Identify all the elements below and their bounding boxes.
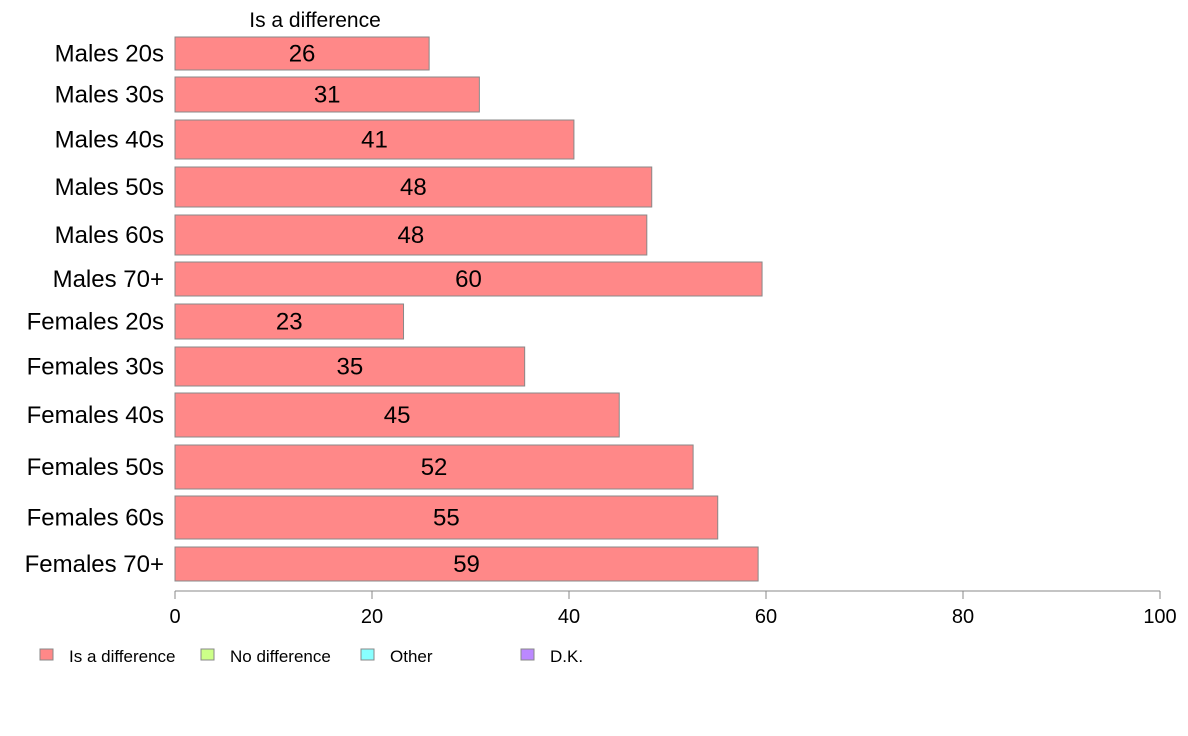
bar-value-label: 31 (314, 82, 341, 109)
bar (174, 76, 480, 113)
category-label: Males 60s (55, 222, 164, 249)
category-label: Males 40s (55, 127, 164, 154)
legend: Is a difference No difference Other D.K. (39, 647, 583, 666)
legend-label: Is a difference (69, 647, 175, 666)
category-label: Males 50s (55, 174, 164, 201)
x-tick-label: 20 (361, 606, 383, 628)
bar-value-label: 48 (400, 174, 427, 201)
bar (174, 346, 526, 387)
bar-value-label: 60 (455, 266, 482, 293)
category-label: Males 70+ (53, 266, 164, 293)
bars: 26 31 41 48 48 60 23 35 45 52 55 59 (174, 36, 763, 582)
category-label: Females 70+ (25, 551, 164, 578)
legend-swatch (200, 648, 215, 661)
series-heading: Is a difference (249, 9, 381, 32)
x-tick-label: 80 (952, 606, 974, 628)
bar-value-label: 45 (384, 402, 411, 429)
category-label: Females 20s (27, 309, 164, 336)
category-label: Males 20s (55, 41, 164, 68)
bar (174, 392, 620, 438)
bar-value-label: 52 (421, 454, 448, 481)
legend-swatch (520, 648, 535, 661)
legend-swatch (39, 648, 54, 661)
legend-label: Other (390, 647, 433, 666)
legend-swatch (360, 648, 375, 661)
bar-value-label: 35 (336, 354, 363, 381)
bar-value-label: 55 (433, 505, 460, 532)
bar-value-label: 59 (453, 551, 480, 578)
legend-label: No difference (230, 647, 331, 666)
bar-value-label: 23 (276, 309, 303, 336)
bar-value-label: 48 (398, 222, 425, 249)
x-axis: 0 20 40 60 80 100 (169, 590, 1177, 628)
bar-value-label: 26 (289, 41, 316, 68)
x-tick-label: 0 (169, 606, 180, 628)
bar (174, 119, 575, 160)
bar (174, 303, 405, 340)
bar (174, 444, 694, 490)
legend-label: D.K. (550, 647, 583, 666)
bar (174, 166, 653, 208)
x-tick-label: 100 (1143, 606, 1176, 628)
bar (174, 214, 648, 256)
category-label: Females 50s (27, 454, 164, 481)
category-label: Females 30s (27, 354, 164, 381)
category-labels: Males 20s Males 30s Males 40s Males 50s Male… (25, 41, 164, 579)
category-label: Females 40s (27, 402, 164, 429)
bar-value-label: 41 (361, 127, 388, 154)
bar (174, 546, 759, 582)
category-label: Females 60s (27, 505, 164, 532)
category-label: Males 30s (55, 82, 164, 109)
x-tick-label: 60 (755, 606, 777, 628)
bar (174, 261, 763, 297)
x-tick-label: 40 (558, 606, 580, 628)
bar (174, 36, 430, 71)
bar (174, 495, 719, 540)
